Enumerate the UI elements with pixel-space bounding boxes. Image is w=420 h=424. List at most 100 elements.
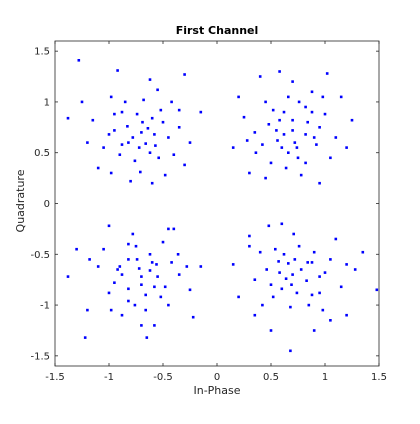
data-point: [163, 173, 167, 177]
data-point: [275, 129, 278, 132]
data-point: [167, 227, 170, 231]
data-point: [172, 227, 176, 231]
data-point: [350, 118, 354, 122]
data-point: [145, 336, 149, 339]
data-point: [134, 244, 138, 248]
data-point: [287, 95, 290, 99]
data-point: [137, 146, 141, 149]
x-tick-label: 0: [214, 372, 220, 383]
data-point: [107, 133, 111, 136]
data-point: [113, 112, 116, 116]
data-point: [345, 263, 348, 266]
data-point: [261, 303, 264, 307]
y-axis-label: Quadrature: [14, 169, 27, 232]
data-point: [305, 279, 308, 282]
x-tick-label: -1: [104, 372, 114, 383]
data-point: [172, 153, 176, 156]
data-point: [140, 131, 143, 134]
data-point: [120, 313, 124, 317]
data-point: [284, 277, 288, 280]
data-point: [167, 136, 170, 139]
data-point: [280, 287, 284, 291]
data-point: [269, 329, 273, 332]
data-point: [86, 308, 89, 312]
data-point: [280, 222, 284, 226]
data-point: [135, 258, 139, 261]
data-point: [129, 179, 132, 183]
data-point: [120, 143, 124, 146]
chart-labels: First Channel In-Phase Quadrature: [14, 24, 258, 397]
x-tick-label: 1.5: [371, 372, 387, 383]
data-point: [177, 108, 181, 112]
y-tick-label: 1: [44, 97, 50, 108]
data-point: [261, 143, 264, 146]
data-point: [282, 133, 286, 136]
data-point: [264, 176, 267, 180]
data-point: [293, 258, 297, 261]
data-point: [127, 299, 130, 303]
data-point: [274, 247, 277, 251]
x-tick-label: 0.5: [263, 372, 279, 383]
data-point: [116, 69, 119, 72]
data-point: [144, 293, 147, 297]
data-point: [307, 303, 311, 307]
data-point: [156, 275, 159, 278]
y-tick-label: -1.5: [30, 351, 50, 362]
data-point: [267, 123, 271, 126]
data-point: [248, 244, 251, 248]
y-tick-label: -1: [40, 301, 50, 312]
data-point: [318, 291, 321, 295]
data-point: [113, 129, 116, 132]
data-point: [159, 108, 163, 112]
data-point: [265, 268, 268, 271]
data-point: [253, 313, 257, 317]
data-point: [289, 349, 292, 353]
data-point: [155, 263, 158, 266]
data-point: [297, 244, 301, 248]
chart-title: First Channel: [176, 24, 259, 37]
data-point: [291, 129, 294, 132]
data-point: [254, 151, 258, 154]
data-point: [329, 258, 332, 261]
data-point: [133, 303, 137, 307]
data-point: [135, 112, 139, 116]
data-point: [83, 336, 87, 339]
data-point: [107, 291, 111, 295]
data-point: [170, 261, 173, 264]
data-point: [293, 141, 297, 144]
data-point: [185, 265, 189, 268]
data-point: [150, 181, 154, 185]
data-point: [141, 120, 144, 124]
data-point: [245, 139, 249, 142]
data-point: [191, 315, 195, 319]
x-axis-label: In-Phase: [193, 384, 240, 397]
x-tick-label: 1: [322, 372, 328, 383]
data-point: [321, 308, 325, 312]
data-point: [329, 319, 332, 322]
data-point: [258, 250, 262, 254]
data-point: [289, 305, 292, 309]
data-point: [296, 156, 300, 160]
data-point: [183, 163, 186, 167]
data-point: [287, 262, 290, 265]
data-point: [139, 170, 142, 174]
y-tick-label: 0: [44, 199, 50, 210]
data-point: [86, 141, 89, 144]
data-point: [278, 118, 281, 122]
data-point: [339, 95, 343, 99]
data-point: [109, 95, 113, 99]
data-point: [183, 73, 186, 76]
data-point: [248, 234, 251, 238]
data-point: [91, 118, 95, 122]
data-point: [144, 142, 147, 145]
data-point: [277, 260, 280, 263]
data-point: [312, 250, 316, 254]
data-point: [126, 125, 129, 128]
data-point: [127, 242, 130, 246]
data-point: [264, 100, 267, 104]
data-point: [170, 100, 173, 104]
data-point: [299, 173, 303, 177]
data-point: [146, 127, 150, 130]
data-point: [306, 261, 309, 264]
